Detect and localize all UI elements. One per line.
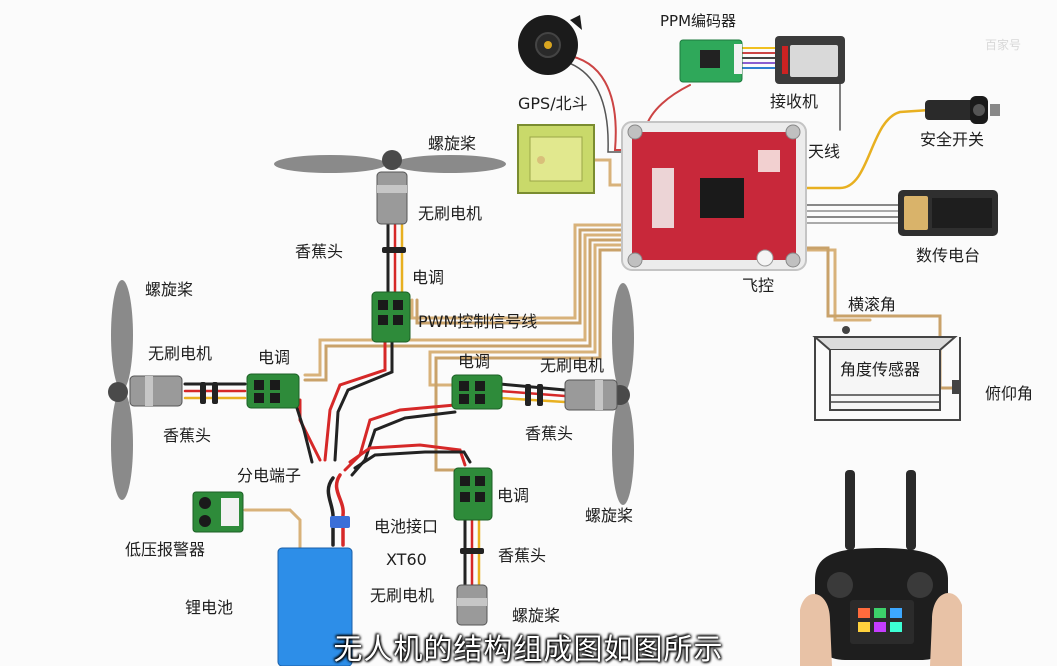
label-propeller-top: 螺旋桨: [428, 134, 477, 153]
motor-bottom-icon: [456, 584, 488, 626]
label-banana-right: 香蕉头: [525, 424, 574, 443]
label-banana-left: 香蕉头: [163, 426, 212, 445]
label-esc-left: 电调: [258, 348, 291, 367]
flight-controller-board: [621, 121, 807, 271]
buzzer-wire: [564, 54, 626, 151]
remote-controller: [800, 470, 962, 666]
label-banana-bottom: 香蕉头: [498, 546, 547, 565]
label-telemetry: 数传电台: [916, 246, 981, 265]
power-wire-bottom-red: [348, 443, 467, 467]
label-ppm-encoder: PPM编码器: [660, 12, 737, 30]
label-roll: 横滚角: [848, 295, 897, 314]
label-lipo-battery: 锂电池: [185, 598, 234, 617]
sensor-wire-roll: [798, 248, 872, 322]
label-esc-top: 电调: [412, 268, 445, 287]
label-propeller-right: 螺旋桨: [585, 506, 634, 525]
label-motor-left: 无刷电机: [148, 344, 213, 363]
label-antenna: 天线: [808, 142, 841, 161]
label-receiver: 接收机: [770, 92, 819, 111]
motor-top-icon: [376, 171, 408, 225]
esc-left: [246, 373, 300, 409]
safety-switch-icon: [925, 96, 1000, 124]
safety-switch-wire: [798, 108, 932, 190]
label-battery-connector: 电池接口: [374, 517, 439, 536]
esc-bottom: [453, 467, 493, 521]
attitude-sensor-box: [812, 326, 961, 421]
label-banana-top: 香蕉头: [295, 242, 344, 261]
label-flight-controller: 飞控: [742, 276, 775, 295]
label-propeller-bottom: 螺旋桨: [512, 606, 561, 625]
propeller-top-icon: [274, 150, 506, 173]
buzzer-icon: [518, 15, 582, 75]
label-attitude-sensor: 角度传感器: [840, 360, 921, 379]
power-wire-top-red: [323, 338, 387, 462]
esc-top: [371, 291, 411, 343]
label-gps: GPS/北斗: [518, 94, 588, 113]
wiring: [183, 47, 957, 587]
label-motor-bottom: 无刷电机: [370, 586, 435, 605]
receiver-box: [775, 36, 845, 84]
label-motor-right: 无刷电机: [540, 356, 605, 375]
banana-connectors: [200, 247, 543, 554]
label-pwm-signal: PWM控制信号线: [418, 312, 538, 331]
video-caption: 无人机的结构组成图如图所示: [333, 632, 724, 666]
ppm-encoder-board: [679, 39, 743, 83]
label-esc-bottom: 电调: [497, 486, 530, 505]
battery-main-red: [334, 473, 345, 547]
esc-right: [451, 374, 503, 410]
propeller-left-icon: [108, 280, 133, 500]
motor-left-icon: [129, 375, 183, 407]
label-propeller-left: 螺旋桨: [145, 280, 194, 299]
label-power-distribution: 分电端子: [237, 466, 302, 485]
gps-module: [517, 124, 595, 194]
pwm-signal-wire-right: [428, 243, 627, 387]
motor-right-icon: [564, 379, 618, 411]
watermark-text: 百家号: [985, 38, 1022, 52]
label-motor-top: 无刷电机: [418, 204, 483, 223]
lipo-battery: [277, 516, 353, 666]
label-low-voltage-alarm: 低压报警器: [125, 540, 206, 559]
pwm-signal-wire-bottom: [434, 248, 627, 472]
label-pitch: 俯仰角: [985, 384, 1034, 403]
label-safety-switch: 安全开关: [920, 130, 985, 149]
pwm-signal-wire-top: [410, 223, 627, 320]
gps-wire: [593, 158, 627, 187]
pwm-signal-wire-left: [303, 233, 627, 377]
sensor-wire-pitch: [788, 246, 957, 390]
telemetry-radio: [898, 190, 998, 236]
low-voltage-alarm: [192, 491, 244, 533]
label-esc-right: 电调: [458, 352, 491, 371]
label-xt60: XT60: [386, 550, 427, 569]
alarm-wire: [243, 508, 302, 550]
